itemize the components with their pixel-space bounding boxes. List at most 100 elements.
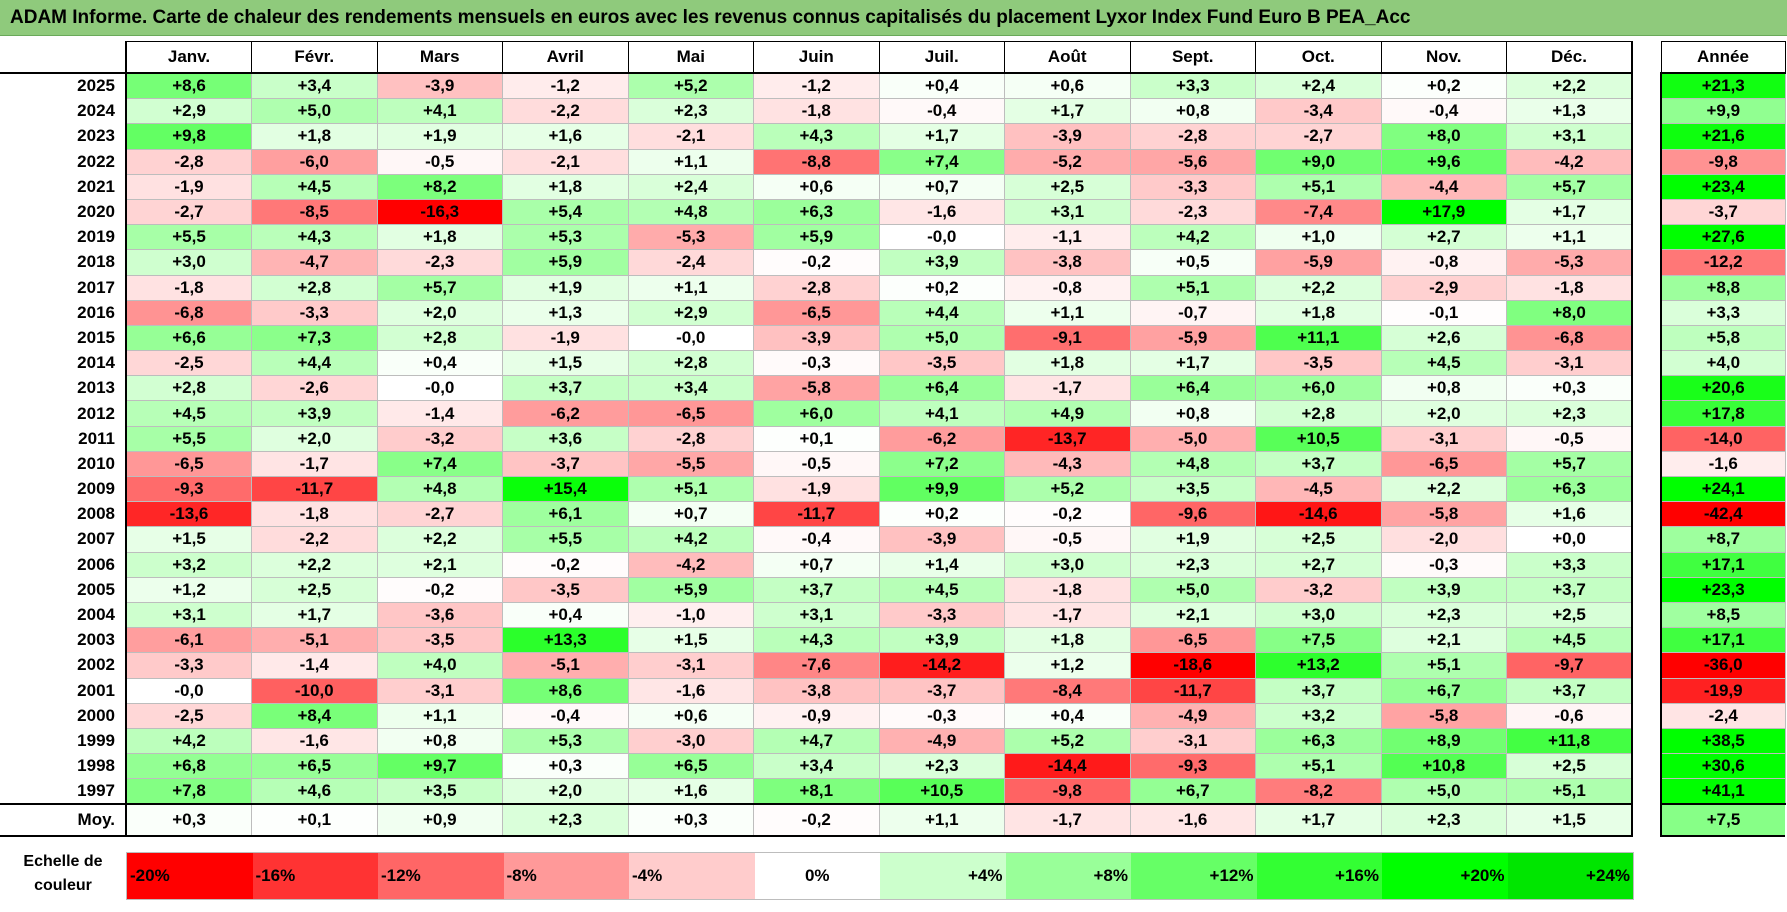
year-label: 1997 bbox=[77, 781, 115, 801]
annual-cell: -3,7 bbox=[1660, 199, 1786, 226]
heatmap-cell: -9,1 bbox=[1004, 324, 1131, 352]
year-label: 2010 bbox=[77, 453, 115, 473]
annual-cell: +30,6 bbox=[1660, 753, 1786, 780]
heatmap-cell: +1,9 bbox=[376, 123, 503, 150]
annual-row: -2,4 bbox=[1660, 703, 1786, 729]
annual-cell: -36,0 bbox=[1660, 652, 1786, 679]
heatmap-cell: -6,5 bbox=[627, 400, 754, 427]
heatmap-cell: +1,7 bbox=[1506, 198, 1633, 226]
heatmap-cell: +1,3 bbox=[1506, 98, 1633, 125]
heatmap-cell: -3,2 bbox=[1255, 576, 1382, 603]
year-label: 2012 bbox=[77, 403, 115, 423]
year-row: 2009 -9,3 -11,7 +4,8 +15,4 +5,1 -1,9 +9,9 +5,2 +3… bbox=[0, 475, 1633, 503]
heatmap-cell: -2,9 bbox=[1380, 274, 1507, 301]
year-row: 2018 +3,0 -4,7 -2,3 +5,9 -2,4 -0,2 +3,9 -3,8 +0,5… bbox=[0, 249, 1633, 276]
heatmap-cell: -5,3 bbox=[1506, 249, 1633, 276]
annual-average-cell: +7,5 bbox=[1660, 803, 1785, 838]
annual-row: +23,4 bbox=[1660, 174, 1786, 200]
heatmap-cell: -3,9 bbox=[878, 526, 1005, 553]
heatmap-cell: -1,0 bbox=[627, 601, 754, 629]
heatmap-cell: -5,8 bbox=[753, 375, 880, 402]
heatmap-cell: +3,1 bbox=[1506, 123, 1633, 150]
chart-title: ADAM Informe. Carte de chaleur des rende… bbox=[0, 0, 1787, 36]
heatmap-cell: -6,2 bbox=[878, 425, 1005, 452]
color-scale-swatch: -16% bbox=[252, 853, 378, 899]
heatmap-cell: -2,2 bbox=[251, 526, 378, 553]
heatmap-cell: +3,0 bbox=[125, 249, 252, 276]
average-row: Moy. +0,3 +0,1 +0,9 +2,3 +0,3 -0,2 +1,1 -1,7 -1,6… bbox=[0, 803, 1633, 838]
heatmap-cell: -3,8 bbox=[753, 677, 880, 704]
heatmap-cell: -1,6 bbox=[251, 727, 378, 755]
heatmap-cell: +5,5 bbox=[125, 224, 252, 251]
annual-row: +23,3 bbox=[1660, 577, 1786, 603]
heatmap-cell: +2,4 bbox=[627, 173, 754, 200]
annual-cell: +27,6 bbox=[1660, 224, 1786, 251]
heatmap-cell: -2,0 bbox=[1380, 526, 1507, 553]
heatmap-cell: +5,9 bbox=[627, 576, 754, 603]
heatmap-cell: -13,6 bbox=[125, 501, 252, 528]
heatmap-cell: -2,3 bbox=[1129, 198, 1256, 226]
heatmap-cell: +5,7 bbox=[376, 274, 503, 301]
heatmap-cell: +2,6 bbox=[1380, 324, 1507, 352]
year-row: 1997 +7,8 +4,6 +3,5 +2,0 +1,6 +8,1 +10,5 -9,8 +6,… bbox=[0, 778, 1633, 805]
annual-row: -14,0 bbox=[1660, 426, 1786, 452]
heatmap-cell: +3,1 bbox=[125, 601, 252, 629]
heatmap-cell: +3,9 bbox=[1380, 576, 1507, 603]
heatmap-cell: -3,5 bbox=[502, 576, 629, 603]
heatmap-cell: +1,3 bbox=[502, 299, 629, 326]
heatmap-cell: -2,7 bbox=[1255, 123, 1382, 150]
month-header: Nov. bbox=[1380, 41, 1507, 74]
year-label: 1998 bbox=[77, 756, 115, 776]
heatmap-cell: -1,8 bbox=[1004, 576, 1131, 603]
heatmap-cell: +3,7 bbox=[1255, 677, 1382, 704]
heatmap-cell: -3,1 bbox=[1506, 350, 1633, 377]
heatmap-cell: -3,3 bbox=[1129, 173, 1256, 200]
heatmap-cell: +10,5 bbox=[878, 778, 1005, 805]
heatmap-cell: +5,5 bbox=[502, 526, 629, 553]
heatmap-cell: +2,0 bbox=[502, 778, 629, 805]
annual-row: -9,8 bbox=[1660, 149, 1786, 175]
heatmap-cell: +4,8 bbox=[627, 198, 754, 226]
heatmap-cell: -1,9 bbox=[125, 173, 252, 200]
heatmap-cell: +0,1 bbox=[753, 425, 880, 452]
heatmap-cell: -14,2 bbox=[878, 652, 1005, 679]
annual-row: -12,2 bbox=[1660, 249, 1786, 276]
annual-cell: +38,5 bbox=[1660, 728, 1786, 755]
heatmap-cell: +4,2 bbox=[1129, 224, 1256, 251]
heatmap-cell: -0,5 bbox=[1506, 425, 1633, 452]
annual-cell: -9,8 bbox=[1660, 149, 1786, 175]
heatmap-cell: -2,6 bbox=[251, 375, 378, 402]
heatmap-cell: -0,4 bbox=[1380, 98, 1507, 125]
heatmap-cell: -2,7 bbox=[376, 501, 503, 528]
heatmap-cell: -9,6 bbox=[1129, 501, 1256, 528]
annual-cell: +17,1 bbox=[1660, 627, 1786, 654]
heatmap-cell: +9,6 bbox=[1380, 148, 1507, 175]
heatmap-cell: +2,0 bbox=[251, 425, 378, 452]
year-row: 2014 -2,5 +4,4 +0,4 +1,5 +2,8 -0,3 -3,5 +1,8 +1,7… bbox=[0, 350, 1633, 377]
heatmap-cell: -2,7 bbox=[125, 198, 252, 226]
heatmap-cell: +2,8 bbox=[251, 274, 378, 301]
year-row: 2015 +6,6 +7,3 +2,8 -1,9 -0,0 -3,9 +5,0 -9,1 -5,9… bbox=[0, 324, 1633, 352]
heatmap-cell: +11,1 bbox=[1255, 324, 1382, 352]
heatmap-cell: +6,5 bbox=[627, 753, 754, 780]
heatmap-cell: +7,4 bbox=[376, 450, 503, 478]
heatmap-cell: -16,3 bbox=[376, 198, 503, 226]
monthly-heatmap-table: Janv. Févr. Mars Avril Mai Juin Juil. Août Sept.… bbox=[0, 41, 1633, 838]
heatmap-cell: -8,2 bbox=[1255, 778, 1382, 805]
heatmap-cell: +1,6 bbox=[502, 123, 629, 150]
year-label: 2009 bbox=[77, 479, 115, 499]
average-cell: +0,1 bbox=[251, 803, 378, 838]
heatmap-cell: -9,7 bbox=[1506, 652, 1633, 679]
heatmap-cell: +6,6 bbox=[125, 324, 252, 352]
average-cell: +1,1 bbox=[878, 803, 1005, 838]
heatmap-cell: -2,3 bbox=[376, 249, 503, 276]
heatmap-cell: -2,5 bbox=[125, 350, 252, 377]
heatmap-cell: +4,9 bbox=[1004, 400, 1131, 427]
heatmap-cell: +9,8 bbox=[125, 123, 252, 150]
heatmap-cell: +0,6 bbox=[627, 702, 754, 729]
year-label: 2023 bbox=[77, 126, 115, 146]
heatmap-cell: -3,1 bbox=[627, 652, 754, 679]
heatmap-cell: +15,4 bbox=[502, 475, 629, 503]
average-cell: +0,3 bbox=[125, 803, 252, 838]
year-row: 2003 -6,1 -5,1 -3,5 +13,3 +1,5 +4,3 +3,9 +1,8 -6,… bbox=[0, 627, 1633, 654]
